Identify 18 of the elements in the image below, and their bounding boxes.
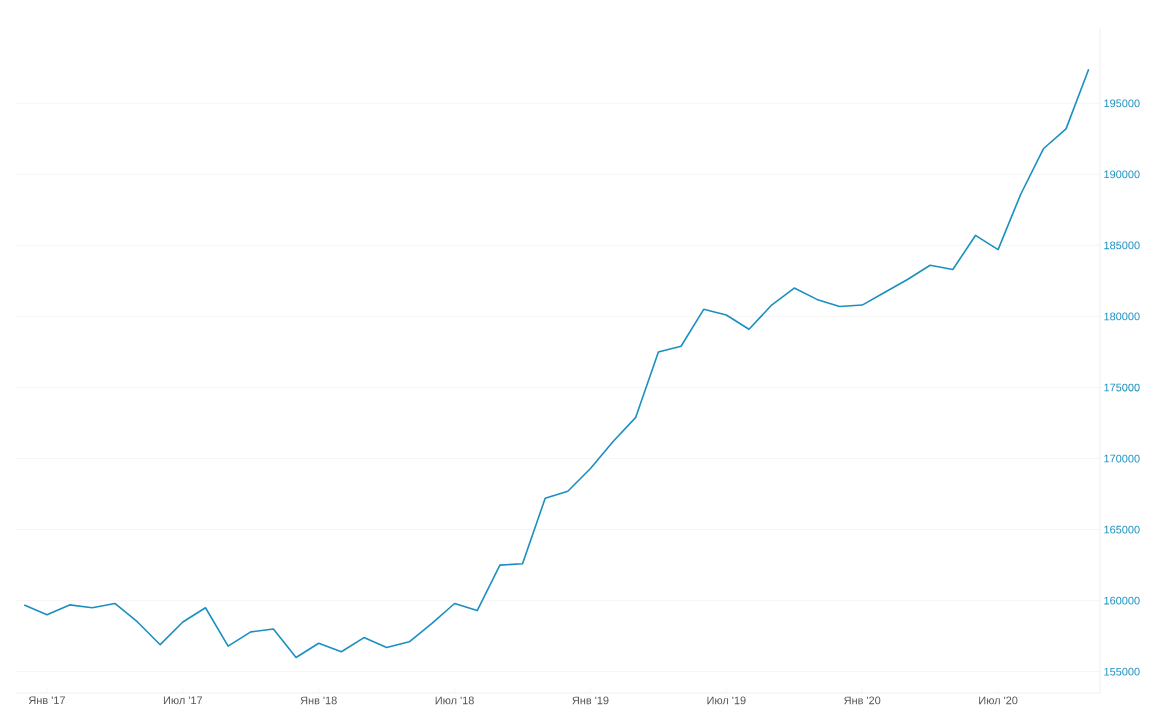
x-tick-label: Июл '19 <box>707 696 746 705</box>
y-tick-label: 160000 <box>1104 596 1140 605</box>
x-tick-label: Июл '18 <box>435 696 474 705</box>
y-tick-label: 190000 <box>1104 170 1140 179</box>
y-tick-label: 165000 <box>1104 525 1140 534</box>
line-series <box>23 68 1090 659</box>
y-tick-label: 175000 <box>1104 383 1140 392</box>
x-tick-label: Июл '17 <box>163 696 203 705</box>
y-tick-label: 170000 <box>1104 454 1140 463</box>
x-tick-label: Июл '20 <box>979 696 1018 705</box>
y-tick-label: 195000 <box>1104 99 1140 108</box>
y-tick-label: 180000 <box>1104 312 1140 321</box>
x-tick-label: Янв '20 <box>844 696 881 705</box>
x-tick-label: Янв '18 <box>300 696 337 705</box>
x-tick-label: Янв '19 <box>572 696 609 705</box>
y-tick-label: 185000 <box>1104 241 1140 250</box>
y-tick-label: 155000 <box>1104 667 1140 676</box>
x-tick-label: Янв '17 <box>28 696 65 705</box>
